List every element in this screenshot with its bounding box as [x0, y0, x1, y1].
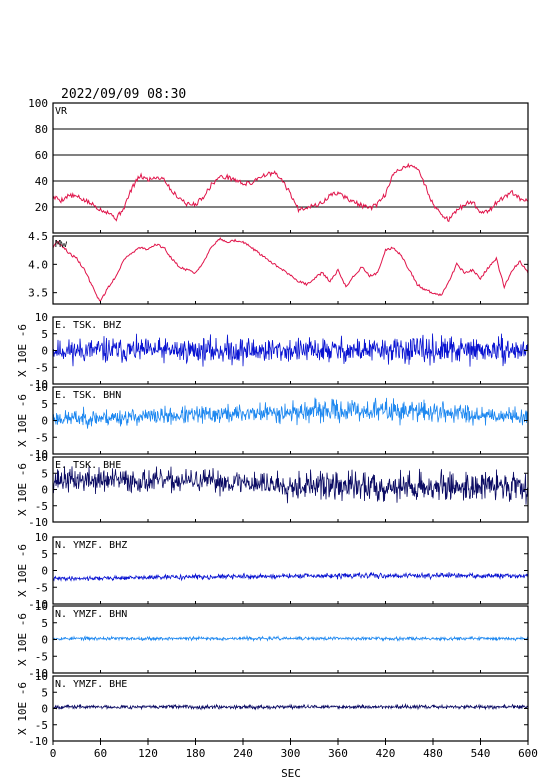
series-line — [52, 397, 529, 429]
y-unit-label: X 10E -6 — [16, 613, 29, 666]
panel-n-ymzf-bhz: -10 -5 0 5 10 N. YMZF. BHZ X 10E -6 — [16, 531, 529, 611]
y-tick-label: 3.5 — [28, 287, 48, 300]
panel-frame — [52, 102, 529, 234]
x-tick-label: 0 — [50, 747, 57, 760]
y-tick-label: -5 — [35, 361, 48, 374]
panel-vr: 20 40 60 80 100 VR — [28, 97, 529, 234]
y-unit-label: X 10E -6 — [16, 394, 29, 447]
series-line — [52, 702, 529, 711]
panel-e-tsk-bhe: -10 -5 0 5 10 E. TSK. BHE X 10E -6 — [16, 451, 529, 529]
y-tick-label: 10 — [35, 531, 48, 544]
series-label: Mw — [55, 239, 68, 250]
panel-frame — [52, 235, 529, 305]
y-tick-label: -5 — [35, 431, 48, 444]
y-tick-label: -10 — [28, 378, 48, 391]
y-unit-label: X 10E -6 — [16, 544, 29, 597]
y-tick-label: -10 — [28, 516, 48, 529]
panel-e-tsk-bhn: -10 -5 0 5 10 E. TSK. BHN X 10E -6 — [16, 381, 529, 461]
y-tick-label: 5 — [41, 686, 48, 699]
x-axis-label: SEC — [281, 767, 301, 780]
y-tick-label: 5 — [41, 328, 48, 341]
y-tick-label: 20 — [35, 201, 48, 214]
y-tick-label: 0 — [41, 345, 48, 358]
series-line — [52, 162, 529, 223]
x-tick-label: 300 — [281, 747, 301, 760]
y-tick-label: 10 — [35, 670, 48, 683]
y-tick-label: 10 — [35, 451, 48, 464]
series-line — [52, 333, 529, 367]
y-tick-label: 0 — [41, 565, 48, 578]
x-tick-label: 60 — [94, 747, 107, 760]
y-unit-label: X 10E -6 — [16, 682, 29, 735]
y-tick-label: -5 — [35, 581, 48, 594]
y-tick-label: -10 — [28, 448, 48, 461]
figure-title: 2022/09/09 08:30 — [61, 87, 186, 102]
x-tick-label: 420 — [376, 747, 396, 760]
y-unit-label: X 10E -6 — [16, 324, 29, 377]
x-tick-label: 360 — [328, 747, 348, 760]
y-unit-label: X 10E -6 — [16, 463, 29, 516]
y-tick-label: 0 — [41, 703, 48, 716]
panel-mw: 3.5 4.0 4.5 Mw — [28, 230, 529, 305]
y-tick-label: 80 — [35, 123, 48, 136]
y-tick-label: 5 — [41, 548, 48, 561]
y-tick-label: 0 — [41, 484, 48, 497]
panel-frame — [52, 386, 529, 455]
series-label: E. TSK. BHZ — [55, 320, 121, 331]
y-tick-label: 0 — [41, 415, 48, 428]
series-label: E. TSK. BHE — [55, 460, 121, 471]
x-tick-label: 600 — [518, 747, 538, 760]
x-tick-label: 540 — [471, 747, 491, 760]
x-tick-label: 180 — [186, 747, 206, 760]
series-label: VR — [55, 106, 68, 117]
y-tick-label: -10 — [28, 667, 48, 680]
y-tick-label: 0 — [41, 634, 48, 647]
panel-n-ymzf-bhn: -10 -5 0 5 10 N. YMZF. BHN X 10E -6 — [16, 600, 529, 680]
x-axis: 0 60 120 180 240 300 360 420 480 540 600 — [50, 741, 538, 760]
series-line — [52, 237, 529, 302]
series-label: N. YMZF. BHZ — [55, 540, 127, 551]
y-tick-label: 10 — [35, 381, 48, 394]
y-tick-label: -5 — [35, 650, 48, 663]
y-tick-label: 5 — [41, 467, 48, 480]
series-label: N. YMZF. BHN — [55, 609, 127, 620]
y-tick-label: 10 — [35, 311, 48, 324]
x-tick-label: 120 — [138, 747, 158, 760]
y-tick-label: -10 — [28, 598, 48, 611]
y-tick-label: 10 — [35, 600, 48, 613]
y-tick-label: 5 — [41, 398, 48, 411]
x-tick-label: 240 — [233, 747, 253, 760]
x-tick-label: 480 — [423, 747, 443, 760]
y-tick-label: 40 — [35, 175, 48, 188]
series-line — [52, 466, 529, 505]
y-tick-label: -5 — [35, 500, 48, 513]
panel-e-tsk-bhz: -10 -5 0 5 10 E. TSK. BHZ X 10E -6 — [16, 311, 529, 391]
panel-n-ymzf-bhe: -10 -5 0 5 10 N. YMZF. BHE X 10E -6 — [16, 670, 529, 748]
series-label: E. TSK. BHN — [55, 390, 121, 401]
y-tick-label: 60 — [35, 149, 48, 162]
y-tick-label: -5 — [35, 719, 48, 732]
y-tick-label: 4.0 — [28, 258, 48, 271]
y-tick-label: 100 — [28, 97, 48, 110]
series-line — [52, 635, 529, 643]
y-tick-label: 5 — [41, 617, 48, 630]
series-label: N. YMZF. BHE — [55, 679, 127, 690]
series-line — [52, 571, 529, 582]
y-tick-label: 4.5 — [28, 230, 48, 243]
y-tick-label: -10 — [28, 735, 48, 748]
